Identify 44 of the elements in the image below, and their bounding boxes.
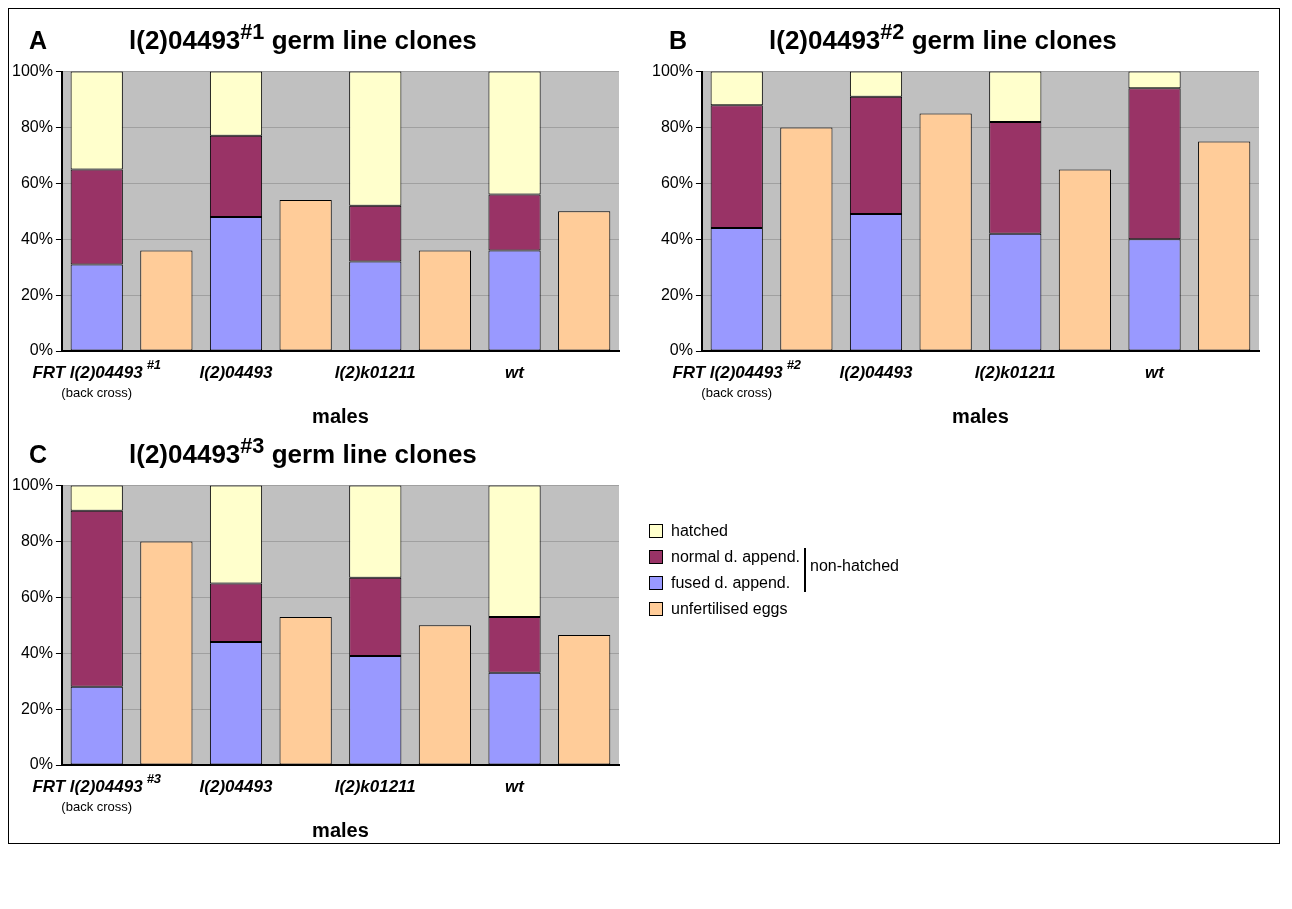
legend-label: unfertilised eggs (671, 600, 788, 618)
y-tick-label: 60% (20, 587, 53, 605)
text: non-hatched (809, 557, 899, 575)
y-tick-label: 0% (669, 341, 693, 359)
x-tick-label: l(2)k01211 (334, 363, 416, 383)
y-tick-label: 100% (12, 476, 53, 494)
x-tick-label: l(2)k01211 (334, 777, 416, 797)
y-tick-label: 80% (660, 117, 693, 135)
legend-label: fused d. append. (671, 574, 791, 592)
category-label: FRT l(2)04493#1 (back cross) (32, 357, 162, 401)
x-tick-label: l(2)04493 (199, 777, 273, 797)
y-tick-label: 20% (660, 285, 693, 303)
y-tick-label: 80% (20, 531, 53, 549)
chart-title: l(2)04493$^{#3}$ germ line clones (129, 433, 477, 470)
y-tick-label: 40% (20, 229, 53, 247)
x-tick-label: l(2)04493 (839, 363, 913, 383)
legend-label: normal d. append. (671, 548, 800, 566)
category-label: FRT l(2)04493#3 (back cross) (32, 771, 162, 815)
x-axis-title: males (312, 818, 369, 841)
y-tick-label: 20% (20, 699, 53, 717)
y-tick-label: 40% (20, 643, 53, 661)
text: A (28, 25, 49, 55)
x-tick-label: l(2)04493 (199, 363, 273, 383)
x-axis-title: males (952, 404, 1009, 427)
legend-label: hatched (671, 522, 728, 540)
x-axis-title: males (312, 404, 369, 427)
y-tick-label: 0% (29, 755, 53, 773)
y-tick-label: 20% (20, 285, 53, 303)
y-tick-label: 100% (652, 62, 693, 80)
y-tick-label: 80% (20, 117, 53, 135)
y-tick-label: 60% (20, 173, 53, 191)
chart-title: l(2)04493$^{#1}$ germ line clones (129, 19, 477, 56)
chart-title: l(2)04493$^{#2}$ germ line clones (769, 19, 1117, 56)
category-label: FRT l(2)04493#2 (back cross) (672, 357, 802, 401)
text: B (668, 25, 689, 55)
y-tick-label: 60% (660, 173, 693, 191)
y-tick-label: 40% (660, 229, 693, 247)
y-tick-label: 0% (29, 341, 53, 359)
text: C (28, 439, 49, 469)
y-tick-label: 100% (12, 62, 53, 80)
x-tick-label: wt (505, 363, 526, 383)
x-tick-label: wt (505, 777, 526, 797)
x-tick-label: l(2)k01211 (974, 363, 1056, 383)
x-tick-label: wt (1145, 363, 1166, 383)
